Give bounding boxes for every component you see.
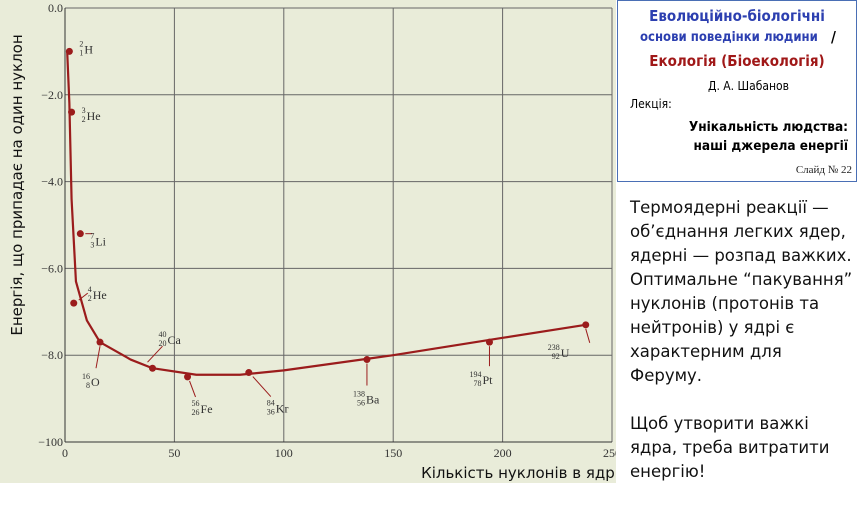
mass-number: 138 bbox=[353, 390, 365, 399]
slide-number: Слайд № 22 bbox=[795, 164, 852, 176]
y-tick-label: 0.0 bbox=[48, 1, 63, 15]
data-point bbox=[96, 338, 104, 346]
data-point bbox=[245, 369, 253, 377]
x-tick-label: 150 bbox=[384, 446, 402, 460]
atomic-number: 78 bbox=[473, 379, 481, 388]
data-point bbox=[65, 47, 73, 55]
x-tick-label: 250 bbox=[603, 446, 616, 460]
atomic-number: 92 bbox=[552, 352, 560, 361]
title-box: Еволюційно-біологічні основи поведінки л… bbox=[617, 0, 857, 182]
element-symbol: O bbox=[91, 375, 100, 389]
data-point bbox=[485, 338, 493, 346]
curve bbox=[66, 51, 586, 376]
leader-line bbox=[95, 346, 101, 369]
element-symbol: H bbox=[84, 42, 93, 56]
y-axis-label: Енергія, що припадає на один нуклон bbox=[8, 34, 26, 335]
nuclide-label: 21 H bbox=[79, 39, 93, 57]
atomic-number: 2 bbox=[88, 294, 92, 303]
data-point bbox=[582, 321, 590, 329]
course-subtitle: основи поведінки людини bbox=[640, 30, 818, 45]
y-tick-label: −8.0 bbox=[41, 348, 63, 362]
data-point bbox=[363, 356, 371, 364]
y-tick-label: −2.0 bbox=[41, 88, 63, 102]
nuclide-label: 168 O bbox=[82, 372, 100, 390]
body-text: Термоядерні реакції — об’єднання легких … bbox=[630, 196, 855, 508]
y-tick-label: −4.0 bbox=[41, 175, 63, 189]
atomic-number: 20 bbox=[159, 339, 167, 348]
x-axis-label: Кількість нуклонів в ядрі bbox=[421, 464, 616, 482]
mass-number: 84 bbox=[267, 399, 275, 408]
leader-line bbox=[189, 380, 196, 398]
course-title-2: Екологія (Біоекологія) bbox=[649, 52, 825, 70]
leader-line bbox=[147, 345, 163, 363]
x-tick-label: 50 bbox=[168, 446, 180, 460]
mass-number: 194 bbox=[469, 370, 481, 379]
lecture-title-2: наші джерела енергії bbox=[693, 138, 849, 154]
element-symbol: Pt bbox=[482, 373, 493, 387]
data-point bbox=[184, 373, 192, 381]
course-title: Еволюційно-біологічні bbox=[649, 7, 825, 25]
x-tick-label: 100 bbox=[275, 446, 293, 460]
nuclide-label: 32 He bbox=[82, 106, 101, 124]
lecture-title: Унікальність людства: bbox=[688, 119, 848, 135]
atomic-number: 1 bbox=[79, 48, 83, 57]
nuclide-label: 42 He bbox=[88, 285, 107, 303]
element-symbol: He bbox=[93, 288, 107, 302]
mass-number: 238 bbox=[548, 343, 560, 352]
chart: Енергія, що припадає на один нуклон Кіль… bbox=[0, 0, 616, 483]
data-point bbox=[149, 364, 157, 372]
leader-line bbox=[252, 376, 272, 397]
nuclide-label: 73 Li bbox=[90, 232, 106, 250]
data-point bbox=[68, 108, 76, 116]
mass-number: 16 bbox=[82, 372, 90, 381]
leader-line bbox=[585, 328, 591, 343]
lecture-label: Лекція: bbox=[630, 97, 672, 111]
element-symbol: Fe bbox=[201, 402, 213, 416]
mass-number: 56 bbox=[192, 399, 200, 408]
y-tick-label: −100 bbox=[38, 435, 63, 449]
paragraph: Термоядерні реакції — об’єднання легких … bbox=[630, 198, 853, 385]
y-tick-label: −6.0 bbox=[41, 261, 63, 275]
element-symbol: Kr bbox=[276, 402, 289, 416]
element-symbol: U bbox=[561, 346, 570, 360]
data-point bbox=[70, 299, 78, 307]
leader-line bbox=[78, 292, 89, 301]
slide: Енергія, що припадає на один нуклон Кіль… bbox=[0, 0, 857, 483]
atomic-number: 3 bbox=[90, 241, 94, 250]
x-tick-label: 0 bbox=[62, 446, 68, 460]
separator: / bbox=[831, 28, 836, 46]
mass-number: 2 bbox=[79, 39, 83, 48]
atomic-number: 2 bbox=[82, 115, 86, 124]
element-symbol: Ca bbox=[168, 333, 182, 347]
mass-number: 3 bbox=[82, 106, 86, 115]
element-symbol: Ba bbox=[366, 393, 380, 407]
atomic-number: 26 bbox=[192, 408, 200, 417]
element-symbol: He bbox=[87, 109, 101, 123]
atomic-number: 36 bbox=[267, 408, 275, 417]
atomic-number: 8 bbox=[86, 381, 90, 390]
data-point bbox=[76, 230, 84, 238]
author: Д. А. Шабанов bbox=[708, 79, 789, 93]
mass-number: 40 bbox=[159, 330, 167, 339]
x-tick-label: 200 bbox=[494, 446, 512, 460]
paragraph: Щоб утворити важкі ядра, треба витратити… bbox=[630, 414, 830, 481]
mass-number: 4 bbox=[88, 285, 92, 294]
element-symbol: Li bbox=[95, 235, 106, 249]
atomic-number: 56 bbox=[357, 399, 365, 408]
mass-number: 7 bbox=[90, 232, 94, 241]
